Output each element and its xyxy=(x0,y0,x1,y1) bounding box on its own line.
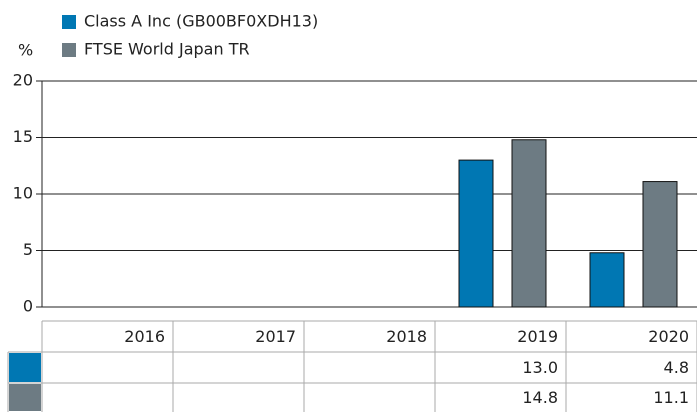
y-tick-label: 0 xyxy=(23,297,33,316)
table-value: 11.1 xyxy=(653,388,689,407)
x-tick-label: 2018 xyxy=(386,327,427,346)
bar xyxy=(511,139,547,308)
bar xyxy=(642,181,678,308)
x-tick-label: 2020 xyxy=(648,327,689,346)
legend-label: FTSE World Japan TR xyxy=(84,40,250,59)
legend-swatch xyxy=(62,15,76,29)
y-tick-label: 15 xyxy=(13,127,33,146)
table-value: 14.8 xyxy=(522,388,558,407)
y-axis-label: % xyxy=(18,41,33,60)
table-value: 13.0 xyxy=(522,358,558,377)
table-swatch xyxy=(9,384,41,411)
x-tick-label: 2019 xyxy=(517,327,558,346)
table-value: 4.8 xyxy=(664,358,689,377)
legend-label: Class A Inc (GB00BF0XDH13) xyxy=(84,12,318,31)
bar xyxy=(458,159,494,308)
legend-swatch xyxy=(62,43,76,57)
x-tick-label: 2017 xyxy=(255,327,296,346)
x-tick-label: 2016 xyxy=(124,327,165,346)
y-tick-label: 20 xyxy=(13,71,33,90)
y-tick-label: 10 xyxy=(13,184,33,203)
y-tick-label: 5 xyxy=(23,240,33,259)
bar xyxy=(589,252,625,308)
table-swatch xyxy=(9,353,41,382)
